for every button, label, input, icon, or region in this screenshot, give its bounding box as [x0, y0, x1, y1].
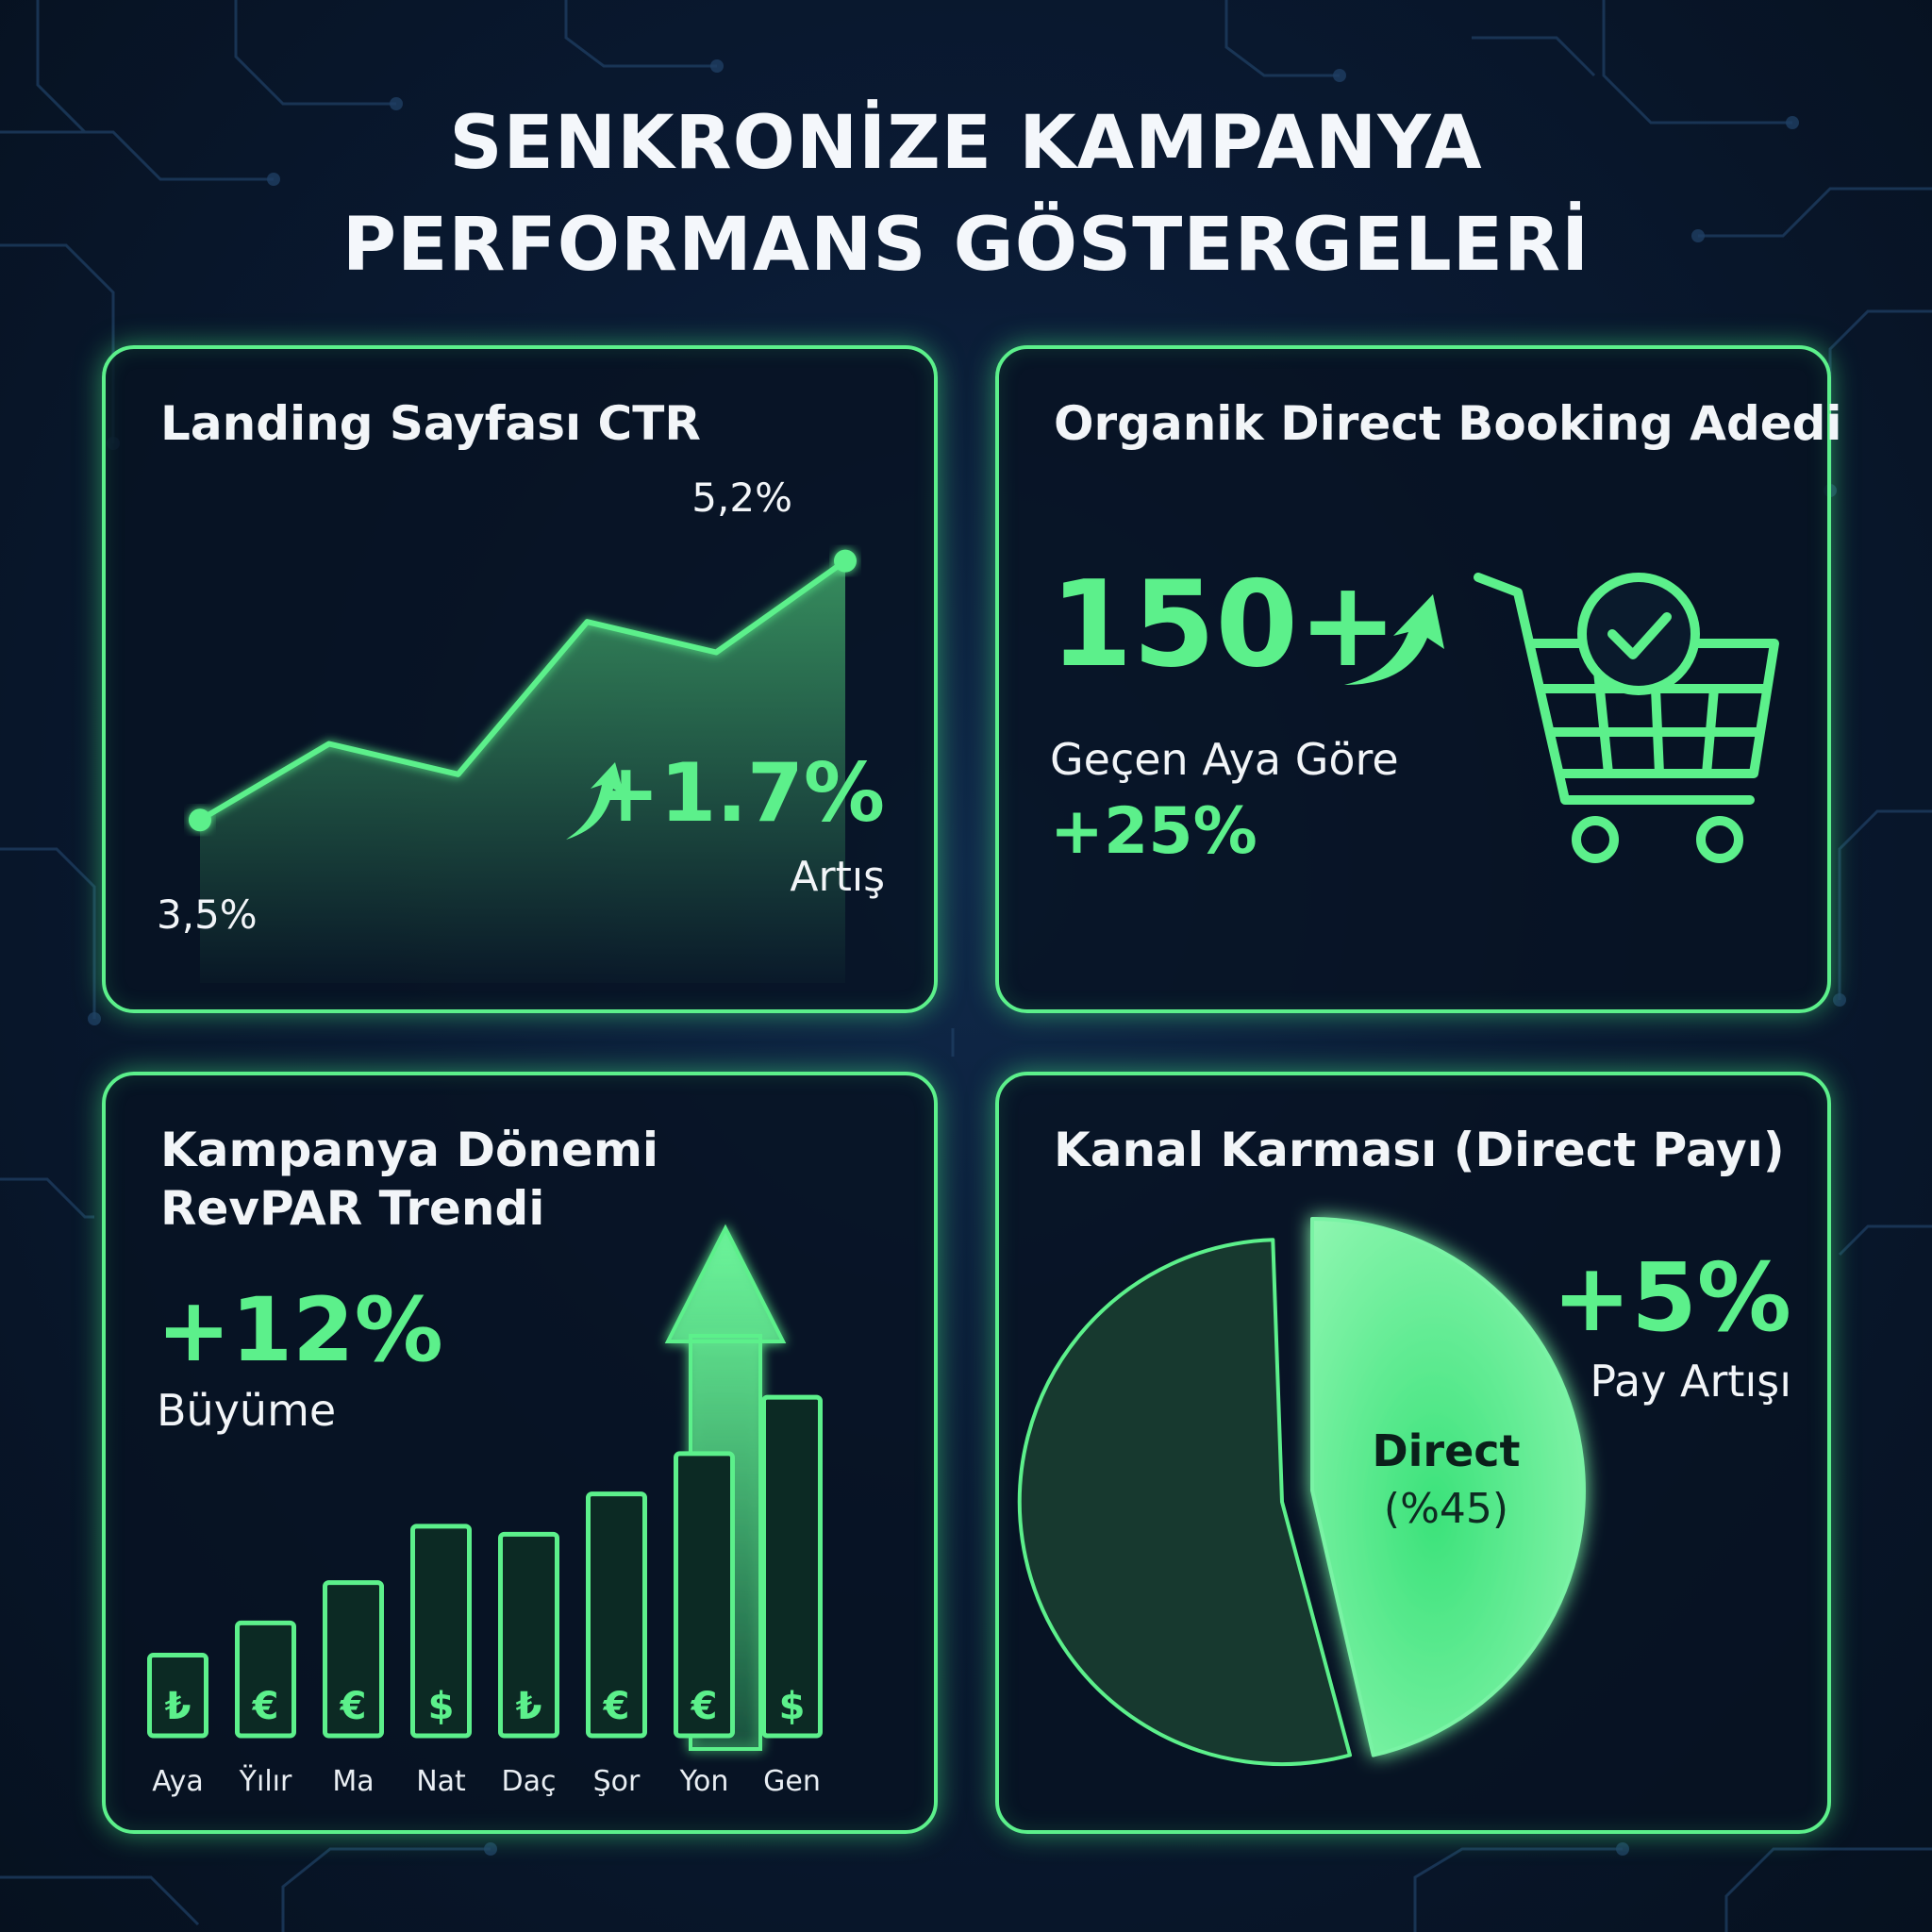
revpar-bar: [323, 1580, 384, 1739]
page-title-line1: SENKRONİZE KAMPANYA: [449, 101, 1483, 186]
revpar-title-line1: Kampanya Dönemi: [160, 1123, 659, 1177]
booking-caption: Geçen Aya Göre: [1050, 734, 1399, 785]
revpar-bar: [410, 1524, 472, 1739]
ctr-area-fill: [200, 560, 845, 983]
revpar-bar: [498, 1531, 559, 1739]
revpar-category-label: Nat: [416, 1765, 466, 1798]
booking-title: Organik Direct Booking Adedi: [1054, 396, 1842, 451]
revpar-bar: [761, 1394, 823, 1739]
mix-change-value: +5%: [1552, 1242, 1791, 1353]
ctr-title: Landing Sayfası CTR: [160, 396, 701, 451]
revpar-category-label: Ma: [332, 1765, 374, 1798]
revpar-growth-caption: Büyüme: [157, 1385, 337, 1436]
booking-change: +25%: [1050, 794, 1257, 869]
revpar-title-line2: RevPAR Trendi: [160, 1181, 545, 1236]
currency-symbol-label: €: [252, 1685, 279, 1728]
currency-symbol-label: €: [603, 1685, 630, 1728]
page-title: SENKRONİZE KAMPANYA PERFORMANS GÖSTERGEL…: [0, 92, 1932, 296]
ctr-end-label: 5,2%: [691, 475, 792, 521]
revpar-bar: [147, 1653, 208, 1739]
mix-panel: Kanal Karması (Direct Payı) Direct (%45)…: [995, 1072, 1831, 1834]
revpar-category-label: Yon: [679, 1765, 729, 1798]
currency-symbol-label: €: [340, 1685, 367, 1728]
revpar-bar: [586, 1491, 647, 1739]
revpar-category-label: Ÿılır: [239, 1764, 292, 1798]
page-title-line2: PERFORMANS GÖSTERGELERİ: [341, 203, 1591, 288]
ctr-delta-caption: Artış: [790, 853, 885, 901]
revpar-panel: Kampanya Dönemi RevPAR Trendi +12% Büyüm…: [102, 1072, 938, 1834]
pie-slice-other: [1017, 1238, 1352, 1767]
ctr-end-point: [834, 549, 857, 573]
pie-slice-direct: [1310, 1217, 1586, 1757]
ctr-series-line: [198, 558, 847, 823]
mix-title: Kanal Karması (Direct Payı): [1054, 1123, 1785, 1177]
currency-symbol-label: ₺: [516, 1685, 542, 1728]
revpar-category-label: Şor: [593, 1765, 641, 1798]
ctr-start-point: [189, 808, 211, 832]
ctr-start-label: 3,5%: [157, 891, 258, 938]
ctr-line-chart: 3,5% 5,2% +1.7% Artış: [157, 475, 885, 983]
revpar-category-label: Daç: [502, 1765, 557, 1798]
currency-symbol-label: €: [691, 1685, 718, 1728]
currency-symbol-label: ₺: [165, 1685, 192, 1728]
currency-symbol-label: $: [428, 1685, 455, 1728]
booking-value: 150+: [1050, 555, 1398, 693]
ctr-panel: Landing Sayfası CTR 3,5% 5,2% +1.7% Artı…: [102, 345, 938, 1013]
booking-panel: Organik Direct Booking Adedi 150+ Geçen …: [995, 345, 1842, 1013]
pie-slice-label: Direct: [1372, 1425, 1520, 1476]
trend-up-arrow-icon: [566, 762, 625, 840]
revpar-category-label: Gen: [763, 1765, 821, 1798]
revpar-bar: [235, 1620, 296, 1739]
revpar-category-label: Aya: [152, 1765, 204, 1798]
pie-slice-value: (%45): [1384, 1485, 1508, 1533]
ctr-delta-value: +1.7%: [591, 746, 885, 841]
revpar-growth-value: +12%: [157, 1279, 443, 1382]
mix-pie-chart: Direct (%45) +5% Pay Artışı: [1017, 1217, 1791, 1767]
shopping-cart-check-icon: [1474, 573, 1779, 863]
revpar-bar-chart: ₺ Aya € Ÿılır € Ma $ Nat ₺ Daç € Şor € Yon $ Gen: [147, 1224, 823, 1798]
currency-symbol-label: $: [779, 1685, 806, 1728]
mix-change-caption: Pay Artışı: [1590, 1356, 1791, 1407]
trend-up-arrow-icon: [1344, 594, 1444, 685]
revpar-bar: [674, 1451, 735, 1739]
